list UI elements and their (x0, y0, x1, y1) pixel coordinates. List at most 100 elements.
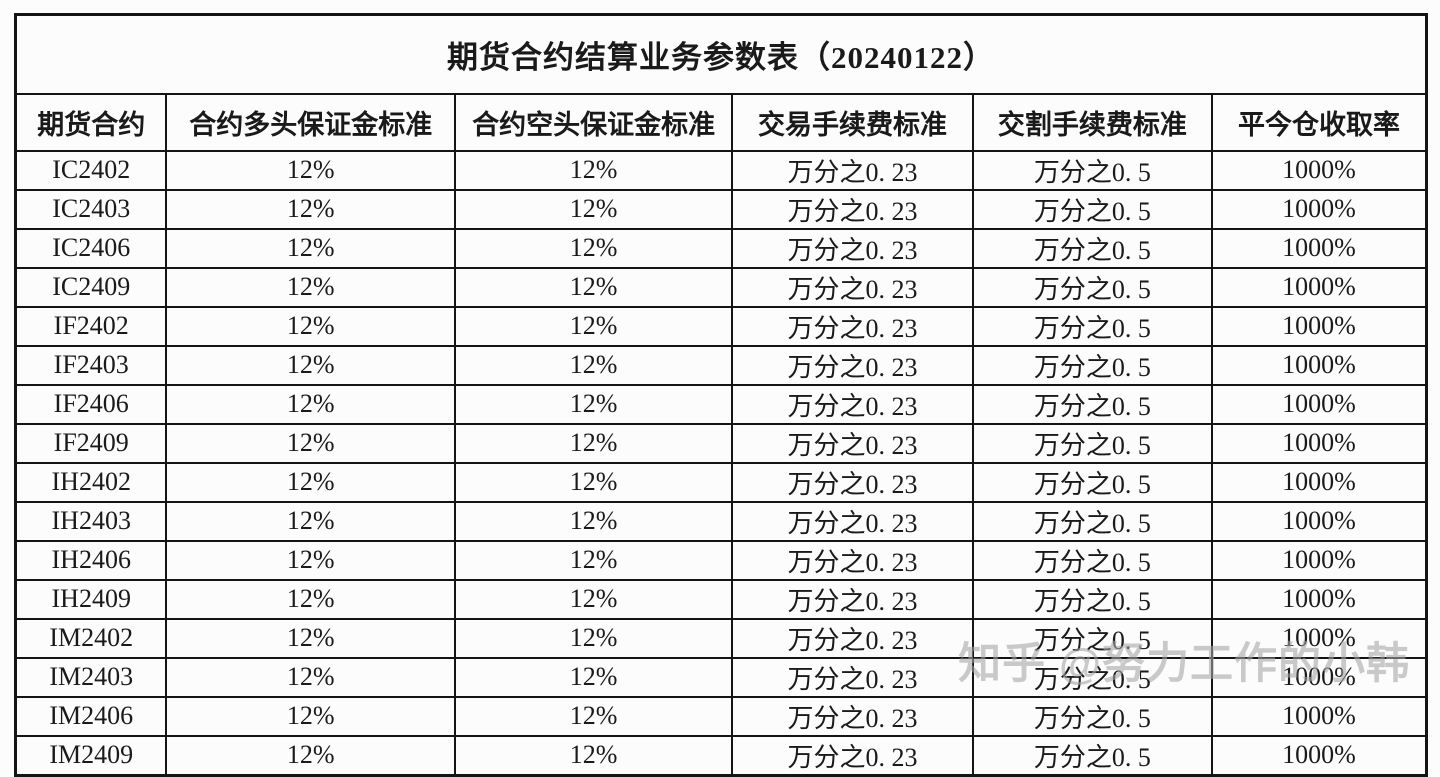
table-row: IC2409 12% 12% 万分之0. 23 万分之0. 5 1000% (14, 266, 1428, 308)
cell-delivery_fee: 万分之0. 5 (971, 422, 1213, 464)
cell-contract: IC2403 (14, 188, 168, 230)
cell-trade_fee: 万分之0. 23 (731, 305, 974, 347)
cell-contract: IH2406 (14, 539, 168, 581)
cell-long_margin: 12% (165, 656, 457, 698)
cell-long_margin: 12% (165, 383, 457, 425)
cell-contract: IC2402 (14, 149, 168, 191)
cell-intraday_rate: 1000% (1210, 188, 1428, 230)
cell-contract: IC2406 (14, 227, 168, 269)
cell-short_margin: 12% (454, 344, 734, 386)
table-row: IC2402 12% 12% 万分之0. 23 万分之0. 5 1000% (14, 149, 1428, 191)
cell-delivery_fee: 万分之0. 5 (971, 578, 1213, 620)
cell-trade_fee: 万分之0. 23 (731, 383, 974, 425)
cell-contract: IM2406 (14, 695, 168, 737)
cell-contract: IF2402 (14, 305, 168, 347)
cell-intraday_rate: 1000% (1210, 266, 1428, 308)
cell-trade_fee: 万分之0. 23 (731, 227, 974, 269)
cell-trade_fee: 万分之0. 23 (731, 539, 974, 581)
column-header-short_margin: 合约空头保证金标准 (454, 92, 734, 152)
cell-delivery_fee: 万分之0. 5 (971, 461, 1213, 503)
cell-intraday_rate: 1000% (1210, 461, 1428, 503)
cell-short_margin: 12% (454, 227, 734, 269)
cell-long_margin: 12% (165, 500, 457, 542)
cell-long_margin: 12% (165, 305, 457, 347)
table-row: IF2409 12% 12% 万分之0. 23 万分之0. 5 1000% (14, 422, 1428, 464)
cell-intraday_rate: 1000% (1210, 617, 1428, 659)
cell-trade_fee: 万分之0. 23 (731, 617, 974, 659)
cell-delivery_fee: 万分之0. 5 (971, 383, 1213, 425)
cell-long_margin: 12% (165, 734, 457, 776)
cell-delivery_fee: 万分之0. 5 (971, 305, 1213, 347)
cell-intraday_rate: 1000% (1210, 422, 1428, 464)
table-row: IC2406 12% 12% 万分之0. 23 万分之0. 5 1000% (14, 227, 1428, 269)
table-row: IH2403 12% 12% 万分之0. 23 万分之0. 5 1000% (14, 500, 1428, 542)
cell-long_margin: 12% (165, 461, 457, 503)
cell-short_margin: 12% (454, 461, 734, 503)
cell-delivery_fee: 万分之0. 5 (971, 656, 1213, 698)
table-row: IM2403 12% 12% 万分之0. 23 万分之0. 5 1000% (14, 656, 1428, 698)
cell-delivery_fee: 万分之0. 5 (971, 734, 1213, 776)
cell-trade_fee: 万分之0. 23 (731, 344, 974, 386)
cell-trade_fee: 万分之0. 23 (731, 149, 974, 191)
table-row: IF2406 12% 12% 万分之0. 23 万分之0. 5 1000% (14, 383, 1428, 425)
cell-short_margin: 12% (454, 305, 734, 347)
column-header-long_margin: 合约多头保证金标准 (165, 92, 457, 152)
cell-short_margin: 12% (454, 500, 734, 542)
cell-contract: IH2409 (14, 578, 168, 620)
cell-intraday_rate: 1000% (1210, 695, 1428, 737)
cell-trade_fee: 万分之0. 23 (731, 734, 974, 776)
cell-delivery_fee: 万分之0. 5 (971, 344, 1213, 386)
cell-long_margin: 12% (165, 266, 457, 308)
cell-contract: IH2402 (14, 461, 168, 503)
table-row: IH2406 12% 12% 万分之0. 23 万分之0. 5 1000% (14, 539, 1428, 581)
cell-delivery_fee: 万分之0. 5 (971, 149, 1213, 191)
cell-delivery_fee: 万分之0. 5 (971, 617, 1213, 659)
cell-trade_fee: 万分之0. 23 (731, 461, 974, 503)
column-header-trade_fee: 交易手续费标准 (731, 92, 974, 152)
table-row: IF2402 12% 12% 万分之0. 23 万分之0. 5 1000% (14, 305, 1428, 347)
cell-short_margin: 12% (454, 734, 734, 776)
cell-intraday_rate: 1000% (1210, 305, 1428, 347)
cell-short_margin: 12% (454, 383, 734, 425)
cell-short_margin: 12% (454, 578, 734, 620)
cell-contract: IF2403 (14, 344, 168, 386)
cell-contract: IM2403 (14, 656, 168, 698)
cell-long_margin: 12% (165, 227, 457, 269)
cell-short_margin: 12% (454, 695, 734, 737)
cell-contract: IH2403 (14, 500, 168, 542)
cell-intraday_rate: 1000% (1210, 383, 1428, 425)
table-title-row: 期货合约结算业务参数表（20240122） (14, 13, 1428, 95)
cell-intraday_rate: 1000% (1210, 227, 1428, 269)
cell-delivery_fee: 万分之0. 5 (971, 695, 1213, 737)
cell-long_margin: 12% (165, 188, 457, 230)
cell-intraday_rate: 1000% (1210, 578, 1428, 620)
table-title: 期货合约结算业务参数表（20240122） (14, 13, 1428, 95)
cell-trade_fee: 万分之0. 23 (731, 695, 974, 737)
cell-long_margin: 12% (165, 578, 457, 620)
cell-trade_fee: 万分之0. 23 (731, 578, 974, 620)
cell-long_margin: 12% (165, 539, 457, 581)
cell-short_margin: 12% (454, 656, 734, 698)
cell-contract: IF2406 (14, 383, 168, 425)
cell-long_margin: 12% (165, 695, 457, 737)
column-header-contract: 期货合约 (14, 92, 168, 152)
cell-intraday_rate: 1000% (1210, 539, 1428, 581)
table-row: IM2406 12% 12% 万分之0. 23 万分之0. 5 1000% (14, 695, 1428, 737)
table-row: IF2403 12% 12% 万分之0. 23 万分之0. 5 1000% (14, 344, 1428, 386)
cell-intraday_rate: 1000% (1210, 500, 1428, 542)
table-row: IC2403 12% 12% 万分之0. 23 万分之0. 5 1000% (14, 188, 1428, 230)
cell-trade_fee: 万分之0. 23 (731, 266, 974, 308)
cell-intraday_rate: 1000% (1210, 656, 1428, 698)
cell-trade_fee: 万分之0. 23 (731, 500, 974, 542)
cell-short_margin: 12% (454, 422, 734, 464)
cell-short_margin: 12% (454, 539, 734, 581)
cell-delivery_fee: 万分之0. 5 (971, 227, 1213, 269)
cell-short_margin: 12% (454, 188, 734, 230)
cell-intraday_rate: 1000% (1210, 149, 1428, 191)
table-row: IM2402 12% 12% 万分之0. 23 万分之0. 5 1000% (14, 617, 1428, 659)
cell-long_margin: 12% (165, 617, 457, 659)
cell-delivery_fee: 万分之0. 5 (971, 266, 1213, 308)
cell-trade_fee: 万分之0. 23 (731, 656, 974, 698)
futures-settlement-parameters-table: 期货合约结算业务参数表（20240122） 期货合约 合约多头保证金标准 合约空头保… (14, 13, 1428, 777)
cell-short_margin: 12% (454, 266, 734, 308)
